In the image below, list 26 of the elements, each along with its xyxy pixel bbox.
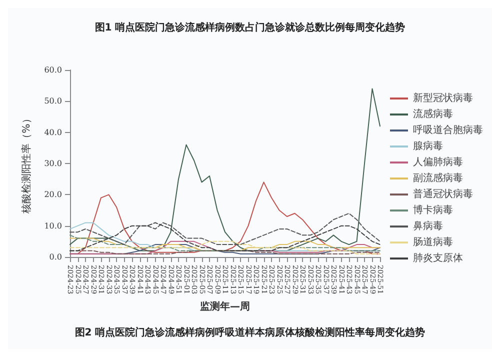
y-tick-label: 10.0 [44,221,62,230]
line-series [70,212,380,246]
line-series [70,234,380,252]
y-tick-label: 50.0 [44,96,62,106]
legend-label: 肠道病毒 [413,236,453,248]
legend-label: 博卡病毒 [413,204,453,216]
legend-label: 呼吸道合胞病毒 [413,124,483,136]
y-tick-label: 60.0 [44,66,62,74]
y-tick-label: 30.0 [44,159,62,168]
legend-label: 鼻病毒 [413,220,443,232]
chart-title: 图1 哨点医院门急诊流感样病例数占门急诊就诊总数比例每周变化趋势 [94,22,406,34]
y-tick-label: 0.0 [49,252,62,262]
legend-label: 新型冠状病毒 [413,92,473,104]
legend-label: 普通冠状病毒 [413,188,473,200]
legend-label: 腺病毒 [413,140,443,152]
legend-label: 肺炎支原体 [413,252,463,264]
line-series [70,240,380,254]
caption: 图2 哨点医院门急诊流感样病例呼吸道样本病原体核酸检测阳性率每周变化趋势 [74,326,426,338]
x-axis-title: 监测年—周 [200,300,250,312]
y-tick-label: 20.0 [44,190,62,200]
legend-label: 副流感病毒 [413,172,463,184]
y-axis-title: 核酸检测阳性率（%） [20,114,32,214]
line-series [70,222,380,252]
legend-label: 流感病毒 [413,108,453,120]
legend-label: 人偏肺病毒 [413,156,463,168]
y-tick-label: 40.0 [44,128,62,137]
